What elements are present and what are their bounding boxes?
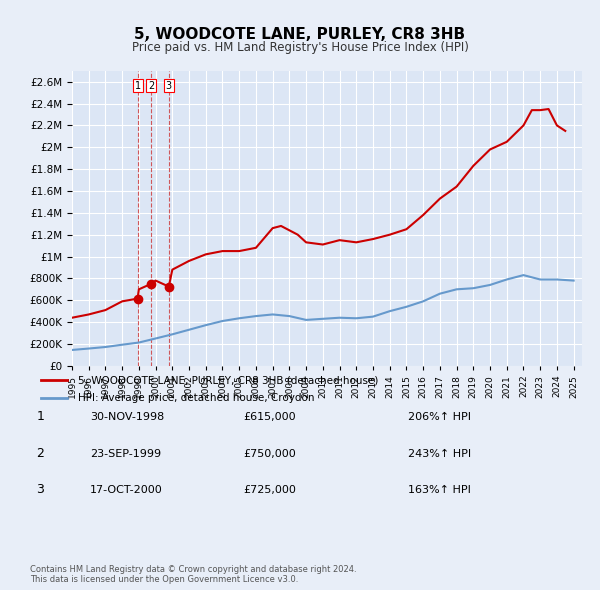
Text: 243%↑ HPI: 243%↑ HPI — [408, 449, 471, 458]
Text: 206%↑ HPI: 206%↑ HPI — [408, 412, 471, 422]
Text: Contains HM Land Registry data © Crown copyright and database right 2024.
This d: Contains HM Land Registry data © Crown c… — [30, 565, 356, 584]
Text: 30-NOV-1998: 30-NOV-1998 — [90, 412, 164, 422]
Text: £615,000: £615,000 — [244, 412, 296, 422]
Text: 23-SEP-1999: 23-SEP-1999 — [90, 449, 161, 458]
Text: 2: 2 — [37, 447, 44, 460]
Text: 1: 1 — [37, 410, 44, 423]
Text: 5, WOODCOTE LANE, PURLEY, CR8 3HB: 5, WOODCOTE LANE, PURLEY, CR8 3HB — [134, 27, 466, 41]
Text: 2: 2 — [148, 81, 154, 90]
Text: Price paid vs. HM Land Registry's House Price Index (HPI): Price paid vs. HM Land Registry's House … — [131, 41, 469, 54]
Text: HPI: Average price, detached house, Croydon: HPI: Average price, detached house, Croy… — [77, 394, 314, 404]
Text: 17-OCT-2000: 17-OCT-2000 — [90, 486, 163, 495]
Text: 3: 3 — [166, 81, 172, 90]
Text: 3: 3 — [37, 483, 44, 496]
Text: 5, WOODCOTE LANE, PURLEY, CR8 3HB (detached house): 5, WOODCOTE LANE, PURLEY, CR8 3HB (detac… — [77, 375, 378, 385]
Text: 163%↑ HPI: 163%↑ HPI — [408, 486, 471, 495]
Text: £725,000: £725,000 — [244, 486, 296, 495]
Text: 1: 1 — [134, 81, 140, 90]
Text: £750,000: £750,000 — [244, 449, 296, 458]
